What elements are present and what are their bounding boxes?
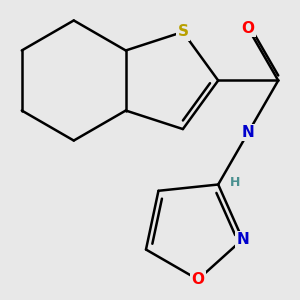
Text: N: N xyxy=(236,232,249,247)
Text: N: N xyxy=(242,125,255,140)
Text: H: H xyxy=(230,176,240,189)
Text: O: O xyxy=(242,21,255,36)
Text: S: S xyxy=(177,24,188,39)
Text: O: O xyxy=(191,272,205,287)
